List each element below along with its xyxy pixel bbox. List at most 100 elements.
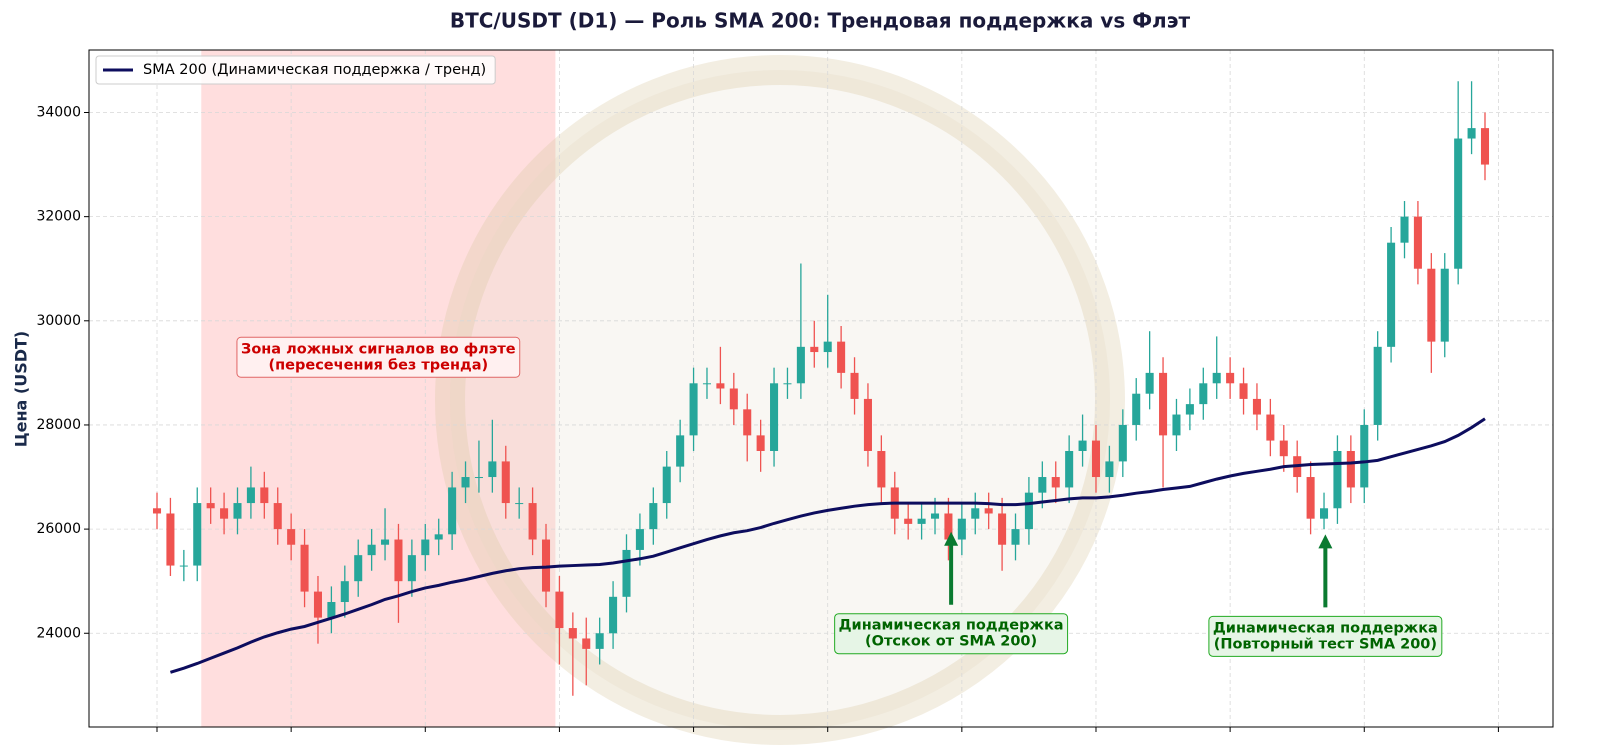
candle-body — [850, 372, 859, 399]
candle-body — [1373, 346, 1382, 425]
candle-body — [1065, 450, 1074, 488]
candle-body — [367, 544, 376, 556]
candle-body — [783, 383, 792, 385]
candle-body — [1226, 372, 1235, 384]
legend-box — [95, 55, 496, 85]
candle-body — [220, 508, 229, 519]
candle-body — [1172, 414, 1181, 436]
candle-body — [152, 508, 162, 514]
candle-body — [676, 435, 685, 467]
annotation-text: Динамическая поддержка — [839, 618, 1064, 634]
candle-body — [702, 383, 712, 385]
annotation-box — [236, 336, 521, 378]
candle-body — [1387, 242, 1396, 347]
candle-body — [541, 539, 551, 592]
candle-body — [407, 555, 416, 582]
candle-body — [1400, 216, 1409, 243]
candle-body — [756, 435, 765, 451]
candle-body — [206, 503, 215, 509]
legend: SMA 200 (Динамическая поддержка / тренд) — [95, 55, 496, 85]
candle-body — [474, 477, 483, 479]
candle-body — [568, 628, 577, 639]
annotation-box — [834, 613, 1069, 655]
candle-body — [716, 383, 725, 389]
annotation: Динамическая поддержка(Отскок от SMA 200… — [834, 531, 1069, 655]
legend-label: SMA 200 (Динамическая поддержка / тренд) — [143, 62, 486, 78]
y-tick-label: 24000 — [36, 625, 81, 641]
candle-body — [904, 518, 913, 524]
candle-body — [863, 398, 872, 451]
y-tick-label: 32000 — [36, 209, 81, 225]
candle-body — [313, 591, 323, 618]
candle-body — [917, 518, 926, 524]
candle-body — [649, 503, 658, 530]
candle-body — [1319, 508, 1329, 519]
sma-line — [169, 417, 1486, 674]
candle-body — [582, 638, 591, 649]
y-tick-label: 34000 — [36, 104, 81, 120]
candle-body — [1199, 383, 1208, 405]
candle-body — [1440, 268, 1449, 342]
candle-body — [595, 633, 604, 649]
candle-body — [193, 503, 202, 566]
candle-body — [957, 518, 966, 540]
candle-body — [327, 602, 336, 618]
candle-body — [1480, 128, 1490, 165]
candle-body — [823, 341, 832, 353]
candle-body — [233, 503, 242, 519]
candle-body — [1078, 440, 1087, 451]
candle-body — [984, 508, 993, 514]
candle-body — [930, 513, 940, 519]
shaded-zone — [201, 50, 556, 727]
candle-body — [971, 508, 980, 519]
candle-body — [1346, 450, 1355, 488]
candle-body — [998, 513, 1007, 545]
candle-body — [461, 477, 470, 488]
candle-body — [434, 534, 443, 540]
candle-body — [1239, 383, 1248, 399]
candle-body — [729, 388, 738, 410]
candle-body — [354, 555, 363, 582]
candle-body — [260, 487, 269, 504]
annotation: Динамическая поддержка(Повторный тест SM… — [1208, 534, 1443, 657]
chart-title: BTC/USDT (D1) — Роль SMA 200: Трендовая … — [450, 9, 1191, 33]
candle-body — [877, 450, 886, 488]
candle-body — [1091, 440, 1101, 478]
candle-body — [1333, 450, 1342, 509]
candle-body — [1118, 424, 1127, 462]
annotation-text: Динамическая поддержка — [1213, 620, 1438, 636]
annotation-text: Зона ложных сигналов во флэте — [241, 341, 516, 357]
candle-body — [1454, 138, 1463, 269]
y-tick-label: 28000 — [36, 417, 81, 433]
candle-body — [1427, 268, 1436, 342]
annotation-text: (пересечения без тренда) — [269, 357, 489, 373]
candle-body — [1306, 477, 1315, 519]
candle-body — [555, 591, 564, 629]
annotation-text: (Отскок от SMA 200) — [865, 634, 1037, 650]
plot-frame — [88, 49, 1554, 728]
candle-body — [1132, 393, 1141, 425]
candle-body — [340, 581, 349, 603]
candle-body — [1279, 440, 1288, 457]
candle-body — [179, 565, 188, 567]
candle-body — [1011, 529, 1020, 545]
candle-body — [394, 539, 403, 582]
candle-body — [528, 503, 537, 540]
candle-body — [246, 487, 255, 504]
candle-body — [1266, 414, 1275, 441]
annotation-box — [1208, 615, 1443, 657]
candle-body — [273, 503, 282, 530]
candle-body — [770, 383, 779, 451]
candle-body — [421, 539, 430, 556]
candle-body — [662, 466, 671, 504]
candle-body — [743, 409, 752, 436]
candle-body — [300, 544, 309, 592]
annotation-arrowhead — [1318, 534, 1333, 549]
candle-body — [1467, 128, 1476, 139]
candle-body — [810, 346, 819, 353]
candle-body — [488, 461, 497, 478]
annotation-text: (Повторный тест SMA 200) — [1214, 636, 1437, 652]
candle-body — [635, 529, 644, 550]
